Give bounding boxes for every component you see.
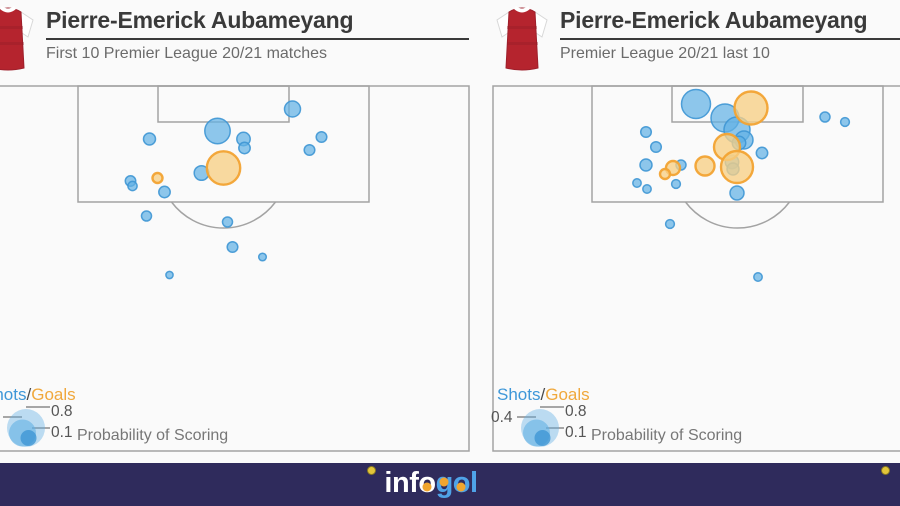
shot-bubble xyxy=(753,272,763,282)
page-subtitle: First 10 Premier League 20/21 matches xyxy=(46,45,328,62)
shot-bubble xyxy=(315,130,328,144)
shot-bubble xyxy=(680,88,712,120)
bubbles xyxy=(124,100,328,280)
header: Pierre-Emerick Aubameyang First 10 Premi… xyxy=(46,7,469,63)
football-icon xyxy=(367,466,376,475)
shot-bubble xyxy=(165,270,174,280)
legend-value-mid: 0.4 xyxy=(491,409,513,426)
pitch-lines xyxy=(0,85,470,452)
legend-bubbles xyxy=(517,406,564,447)
header: Pierre-Emerick Aubameyang Premier League… xyxy=(560,7,900,63)
shot-bubble xyxy=(639,158,653,172)
shot-bubble xyxy=(238,141,251,155)
logo-text-white: info xyxy=(384,464,436,502)
legend-bubble-small xyxy=(534,430,551,446)
legend-bubbles xyxy=(3,406,50,447)
shot-bubble xyxy=(303,143,316,157)
legend-value-small: 0.1 xyxy=(51,424,73,441)
panel-last-10: Pierre-Emerick Aubameyang Premier League… xyxy=(470,0,900,506)
shot-bubble xyxy=(632,178,642,188)
shot-bubble xyxy=(670,178,682,190)
shot-bubble xyxy=(142,132,157,146)
legend-separator: / xyxy=(26,385,32,404)
legend-bubble-small xyxy=(20,430,37,446)
goal-bubble xyxy=(733,90,769,126)
shot-bubble xyxy=(127,180,138,192)
infogol-logo: infogol xyxy=(880,464,900,504)
legend-title: Shots/Goals xyxy=(497,385,590,405)
shot-map xyxy=(492,85,900,452)
shot-bubble xyxy=(642,184,652,194)
legend-goals-label: Goals xyxy=(545,385,590,404)
pitch-lines xyxy=(492,85,900,452)
goal-bubble xyxy=(205,150,242,186)
legend-value-small: 0.1 xyxy=(565,424,587,441)
shot-bubble xyxy=(221,216,234,228)
shot-bubble xyxy=(649,140,663,154)
jersey-icon xyxy=(0,6,34,71)
shot-bubble xyxy=(729,185,745,201)
page-subtitle: Premier League 20/21 last 10 xyxy=(560,45,770,62)
size-legend: Shots/Goals 0.4 0.8 0.1 Probability of S… xyxy=(0,384,256,450)
legend-goals-label: Goals xyxy=(31,385,76,404)
goal-bubble xyxy=(719,149,755,185)
size-legend: Shots/Goals 0.4 0.8 0.1 Probability of S… xyxy=(470,384,770,450)
legend-separator: / xyxy=(540,385,546,404)
legend-value-large: 0.8 xyxy=(565,403,587,420)
legend-caption: Probability of Scoring xyxy=(591,427,743,444)
shot-bubble xyxy=(639,125,653,139)
shot-bubble xyxy=(755,146,769,160)
jersey-icon xyxy=(496,6,548,71)
shot-bubble xyxy=(664,218,676,230)
goal-bubble xyxy=(151,171,164,185)
legend-title: Shots/Goals xyxy=(0,385,76,405)
shot-bubble xyxy=(140,210,153,222)
shot-bubble xyxy=(819,111,831,123)
shot-bubble xyxy=(158,185,171,199)
logo-text-white: info xyxy=(898,464,900,502)
goal-bubble xyxy=(694,155,716,177)
bubbles xyxy=(632,88,851,282)
football-icon xyxy=(881,466,890,475)
goal-bubble xyxy=(658,167,672,181)
panel-first-10: Pierre-Emerick Aubameyang First 10 Premi… xyxy=(0,0,471,506)
legend-shots-label: Shots xyxy=(497,385,541,404)
legend-value-large: 0.8 xyxy=(51,403,73,420)
shot-bubble xyxy=(283,100,302,118)
legend-caption: Probability of Scoring xyxy=(77,427,229,444)
page-title: Pierre-Emerick Aubameyang xyxy=(46,7,469,40)
shot-bubble xyxy=(204,117,231,145)
infogol-logo: infogol xyxy=(366,464,496,504)
shot-bubble xyxy=(839,116,851,128)
legend-shots-label: Shots xyxy=(0,385,27,404)
page-title: Pierre-Emerick Aubameyang xyxy=(560,7,900,40)
shot-bubble xyxy=(226,240,239,254)
logo-text-blue: gol xyxy=(436,464,478,502)
shot-bubble xyxy=(257,252,268,262)
shot-map xyxy=(0,85,470,452)
